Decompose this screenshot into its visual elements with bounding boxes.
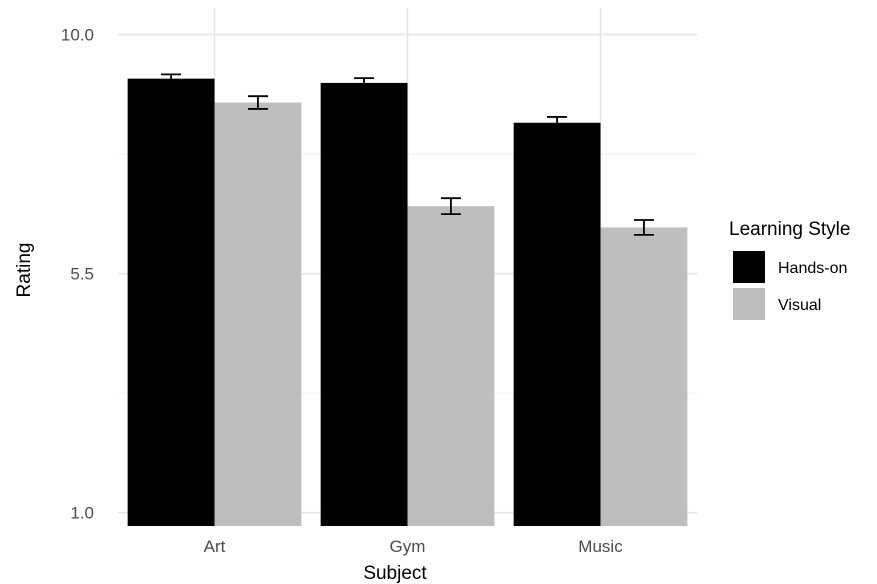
x-axis-title: Subject — [363, 563, 427, 584]
error-bar — [547, 116, 568, 130]
x-tick-label: Art — [204, 537, 226, 556]
legend-item: Visual — [733, 288, 821, 320]
bar-music-hands-on — [513, 122, 601, 526]
legend-key — [733, 251, 765, 283]
bars — [127, 78, 688, 526]
x-axis-ticks: Art Gym Music — [204, 537, 624, 556]
x-tick-label: Gym — [390, 537, 426, 556]
bar-art-hands-on — [127, 78, 215, 526]
error-bar — [247, 95, 268, 110]
legend-label: Hands-on — [778, 260, 847, 277]
bar-art-visual — [214, 102, 302, 526]
legend-items: Hands-on Visual — [733, 251, 847, 320]
y-axis-title: Rating — [14, 243, 35, 298]
error-bar — [161, 73, 182, 84]
legend-label: Visual — [778, 297, 821, 314]
y-axis-ticks: 1.0 5.5 10.0 — [61, 26, 94, 523]
error-bar — [633, 219, 654, 236]
error-bars — [161, 73, 654, 236]
bar-music-visual — [600, 227, 688, 526]
legend-title: Learning Style — [729, 219, 850, 240]
bar-gym-visual — [407, 206, 495, 526]
y-tick-label: 1.0 — [70, 504, 94, 523]
error-bar — [354, 77, 375, 89]
legend-item: Hands-on — [733, 251, 847, 283]
y-tick-label: 5.5 — [70, 265, 94, 284]
legend-key — [733, 288, 765, 320]
error-bar — [440, 197, 461, 216]
x-tick-label: Music — [578, 537, 623, 556]
y-tick-label: 10.0 — [61, 26, 94, 45]
legend: Learning Style Hands-on Visual — [729, 219, 850, 320]
bar-gym-hands-on — [320, 82, 408, 526]
